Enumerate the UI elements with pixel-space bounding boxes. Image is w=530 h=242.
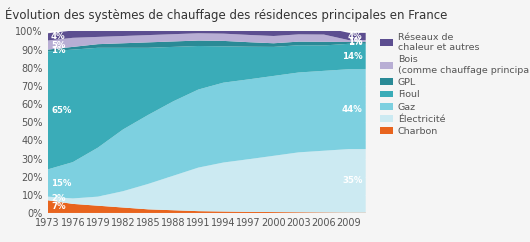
Text: 1%: 1% [348, 37, 363, 45]
Text: 5%: 5% [51, 41, 65, 50]
Text: 7%: 7% [51, 202, 66, 211]
Text: 15%: 15% [51, 179, 72, 188]
Text: 44%: 44% [342, 105, 363, 114]
Legend: Réseaux de
chaleur et autres, Bois
(comme chauffage principal), GPL, Fioul, Gaz,: Réseaux de chaleur et autres, Bois (comm… [380, 33, 530, 136]
Text: 1%: 1% [348, 38, 363, 47]
Text: 35%: 35% [342, 176, 363, 185]
Text: Évolution des systèmes de chauffage des résidences principales en France: Évolution des systèmes de chauffage des … [5, 7, 448, 22]
Text: 14%: 14% [342, 52, 363, 61]
Text: 2%: 2% [51, 194, 66, 203]
Text: 65%: 65% [51, 106, 72, 115]
Text: 4%: 4% [51, 32, 66, 41]
Text: 4%: 4% [348, 32, 363, 41]
Text: 1%: 1% [51, 46, 66, 55]
